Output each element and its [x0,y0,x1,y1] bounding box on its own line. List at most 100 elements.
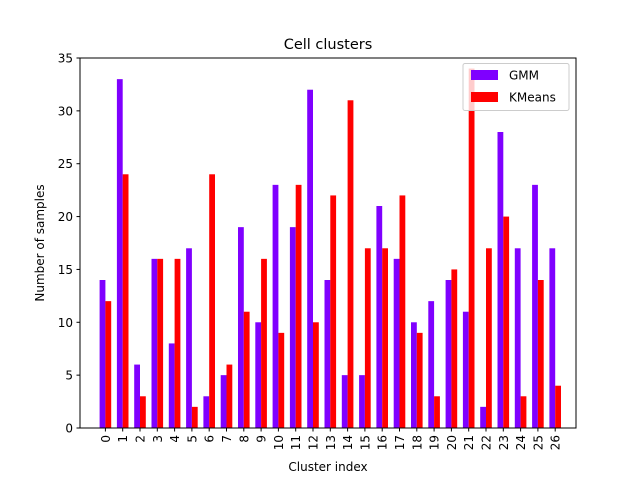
x-tick-label: 8 [237,435,251,443]
bar-gmm-20 [445,280,452,428]
bar-kmeans-10 [278,332,285,428]
bar-kmeans-4 [174,258,181,428]
bar-kmeans-26 [555,385,561,428]
bar-kmeans-0 [105,301,112,428]
x-tick-label: 11 [289,435,303,450]
plot-area [99,68,561,429]
bar-gmm-11 [289,227,296,428]
bar-kmeans-14 [347,100,354,429]
x-tick-label: 5 [185,435,199,443]
bar-kmeans-21 [468,68,475,429]
bar-gmm-3 [151,258,158,428]
bar-gmm-2 [134,364,140,428]
bar-kmeans-15 [364,248,371,428]
chart-title: Cell clusters [284,37,373,53]
y-axis-label: Number of samples [33,184,47,301]
y-tick-label: 35 [58,52,73,66]
bar-gmm-7 [220,375,227,428]
bar-kmeans-17 [399,195,406,428]
y-tick-label: 15 [58,263,73,277]
bar-kmeans-8 [243,311,250,428]
legend-label-kmeans: KMeans [509,91,556,105]
bar-gmm-18 [411,322,417,428]
x-tick-label: 1 [116,435,130,443]
bar-gmm-10 [272,184,279,428]
x-tick-label: 3 [151,435,165,443]
bar-kmeans-6 [209,174,215,428]
y-tick-label: 30 [58,104,73,118]
bar-gmm-19 [428,301,435,428]
x-tick-label: 12 [307,435,321,450]
bar-gmm-16 [376,206,383,428]
bar-kmeans-25 [537,280,544,428]
y-axis: 0 5 10 15 20 25 30 35 [58,52,80,436]
bar-kmeans-11 [295,184,302,428]
bar-kmeans-20 [451,269,458,428]
bar-gmm-23 [497,132,504,428]
legend-label-gmm: GMM [509,69,539,83]
bar-kmeans-22 [486,248,492,428]
bar-gmm-14 [341,375,348,428]
bar-gmm-4 [168,343,175,428]
x-tick-label: 15 [358,435,372,450]
y-tick-label: 20 [58,210,73,224]
x-tick-label: 9 [255,435,269,443]
bar-gmm-8 [238,227,244,428]
y-tick-label: 25 [58,157,73,171]
y-tick-label: 10 [58,316,73,330]
x-tick-label: 14 [341,435,355,450]
bar-gmm-21 [462,311,469,428]
x-tick-label: 17 [393,435,407,450]
bar-kmeans-13 [330,195,337,428]
x-tick-label: 6 [203,435,217,443]
bar-gmm-25 [532,184,538,428]
x-tick-label: 7 [220,435,234,443]
y-tick-label: 5 [65,369,73,383]
x-tick-label: 20 [445,435,459,450]
x-tick-label: 24 [514,435,528,450]
bar-gmm-12 [307,89,313,428]
x-tick-label: 18 [410,435,424,450]
bar-kmeans-24 [520,396,527,428]
bar-gmm-15 [359,375,365,428]
bar-gmm-1 [116,79,123,429]
x-tick-label: 16 [376,435,390,450]
x-tick-label: 22 [480,435,494,450]
x-tick-label: 21 [462,435,476,450]
bar-gmm-0 [99,280,106,428]
bar-kmeans-18 [416,332,423,428]
bar-kmeans-23 [503,216,510,428]
x-axis: 0 1 2 3 4 5 6 7 8 9 10 11 12 13 14 15 16 17 18 19 20 21 22 23 24… [99,428,563,450]
bar-gmm-22 [480,406,486,428]
bar-kmeans-12 [313,322,319,428]
bar-gmm-24 [514,248,521,428]
bar-gmm-5 [186,248,192,428]
x-tick-label: 4 [168,435,182,443]
x-axis-label: Cluster index [288,460,367,474]
bar-kmeans-16 [382,248,388,428]
x-tick-label: 0 [99,435,113,443]
bar-gmm-13 [324,280,331,428]
bar-kmeans-5 [191,406,198,428]
bar-kmeans-1 [122,174,129,428]
bar-kmeans-9 [261,258,267,428]
bar-gmm-26 [549,248,556,428]
legend-swatch-gmm [471,70,498,80]
bar-kmeans-7 [226,364,233,428]
bar-kmeans-2 [140,396,146,428]
x-tick-label: 25 [531,435,545,450]
bar-kmeans-3 [157,258,164,428]
plot-frame [79,57,577,429]
bar-gmm-9 [255,322,262,428]
bar-gmm-6 [203,396,210,428]
x-tick-label: 13 [324,435,338,450]
x-tick-label: 23 [497,435,511,450]
x-tick-label: 26 [549,435,563,450]
legend: GMM KMeans [462,63,570,111]
x-tick-label: 10 [272,435,286,450]
x-tick-label: 2 [134,435,148,443]
bar-kmeans-19 [434,396,440,428]
x-tick-label: 19 [428,435,442,450]
bar-gmm-17 [393,258,400,428]
